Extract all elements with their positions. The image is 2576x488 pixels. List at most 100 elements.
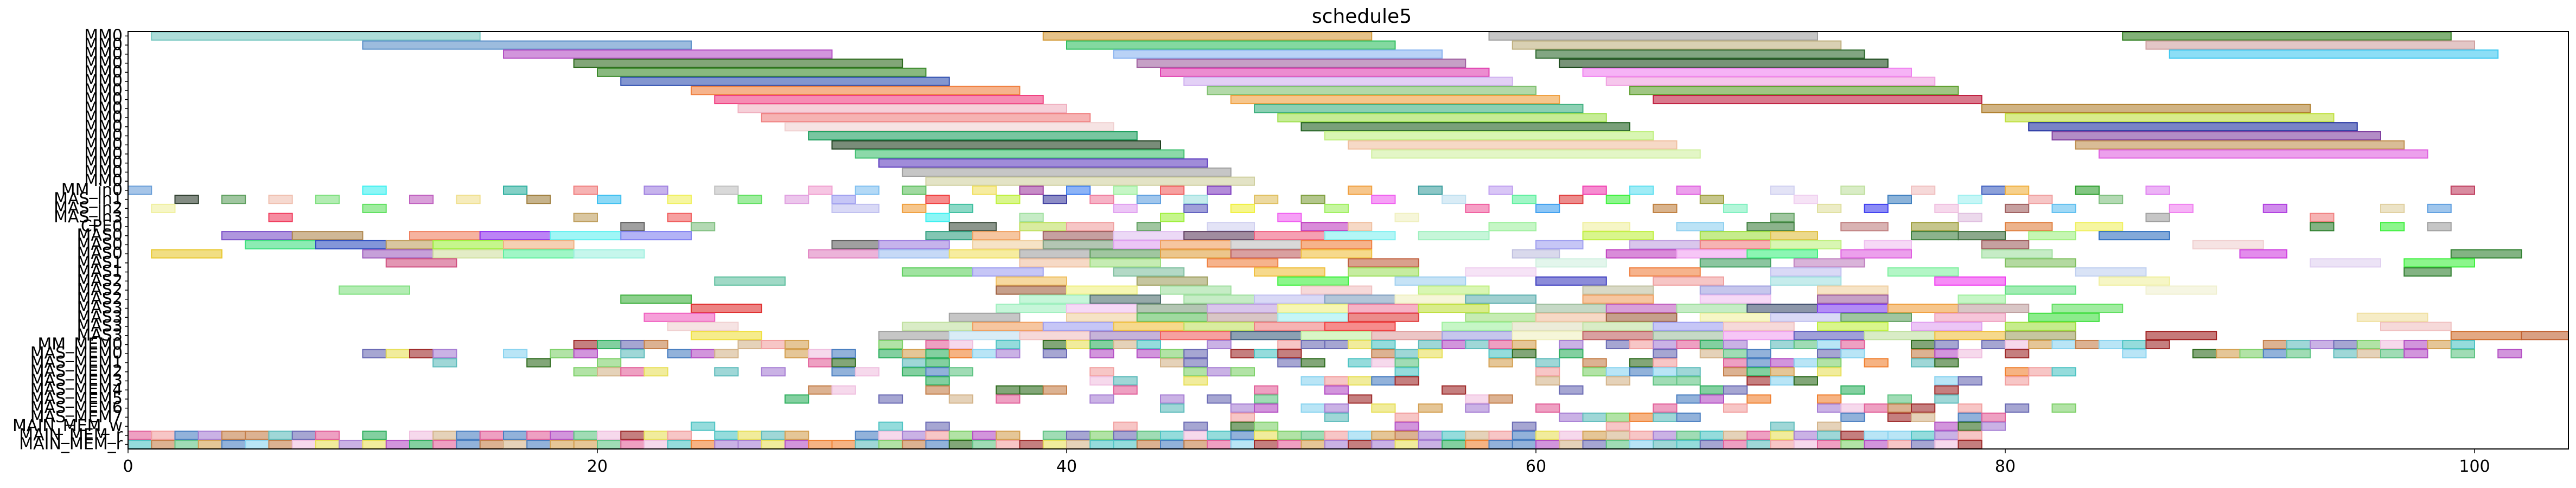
gantt-bar bbox=[2051, 131, 2381, 141]
gantt-bar bbox=[1629, 358, 1654, 368]
gantt-bar bbox=[1559, 431, 1584, 440]
gantt-bar bbox=[503, 240, 575, 249]
gantt-bar bbox=[479, 431, 504, 440]
gantt-bar bbox=[1582, 285, 1654, 295]
x-axis: 0 20 40 60 80 100 bbox=[123, 449, 2490, 476]
gantt-bar bbox=[972, 240, 1044, 249]
gantt-bar bbox=[878, 240, 950, 249]
gantt-bar bbox=[1582, 222, 1630, 232]
gantt-bar bbox=[315, 195, 340, 204]
gantt-bar bbox=[2051, 339, 2076, 350]
gantt-bar bbox=[1723, 385, 1748, 395]
gantt-bar bbox=[1465, 431, 1490, 440]
gantt-bar bbox=[1160, 285, 1232, 295]
gantt-bar bbox=[1582, 322, 1654, 331]
gantt-bar bbox=[127, 431, 152, 440]
gantt-bar bbox=[1277, 431, 1302, 440]
gantt-bar bbox=[1488, 349, 1513, 358]
gantt-bar bbox=[1183, 376, 1208, 386]
x-tick-label: 40 bbox=[1056, 457, 1077, 476]
gantt-bar bbox=[1348, 440, 1373, 450]
gantt-bar bbox=[432, 249, 504, 259]
gantt-bar bbox=[2005, 403, 2030, 413]
gantt-bar bbox=[268, 213, 293, 222]
row-label: MAS2 bbox=[76, 290, 123, 309]
gantt-bar bbox=[2427, 222, 2452, 232]
gantt-bar bbox=[1934, 376, 1959, 386]
gantt-bar bbox=[1488, 358, 1513, 368]
gantt-bar bbox=[245, 440, 270, 450]
gantt-bar bbox=[526, 358, 551, 368]
gantt-bar bbox=[1019, 249, 1091, 259]
gantt-bar bbox=[1770, 440, 1795, 450]
gantt-bar bbox=[1957, 304, 2030, 313]
gantt-bar bbox=[1864, 431, 1889, 440]
gantt-bar bbox=[479, 231, 551, 241]
gantt-bar bbox=[2497, 349, 2522, 358]
gantt-bar bbox=[456, 195, 481, 204]
gantt-bar bbox=[1089, 440, 1114, 450]
gantt-bar bbox=[1488, 185, 1513, 195]
gantt-bar bbox=[1348, 140, 1678, 150]
row-label: MAS3 bbox=[76, 317, 123, 336]
gantt-bar bbox=[2051, 367, 2076, 377]
gantt-bar bbox=[1699, 349, 1724, 358]
gantt-bar bbox=[1559, 59, 1889, 68]
gantt-bar bbox=[1629, 86, 1959, 95]
gantt-bar bbox=[2005, 331, 2076, 341]
gantt-bar bbox=[1348, 312, 1419, 322]
gantt-bar bbox=[1394, 367, 1419, 377]
gantt-bar bbox=[1348, 431, 1373, 440]
gantt-bar bbox=[385, 440, 410, 450]
gantt-bar bbox=[550, 231, 622, 241]
gantt-bar bbox=[620, 339, 645, 350]
gantt-bar bbox=[1394, 294, 1466, 304]
gantt-bar bbox=[878, 421, 903, 431]
gantt-bar bbox=[1723, 440, 1748, 450]
gantt-bar bbox=[925, 440, 950, 450]
gantt-bar bbox=[785, 195, 809, 204]
gantt-bar bbox=[1019, 331, 1091, 341]
gantt-bar bbox=[1582, 358, 1607, 368]
gantt-bar bbox=[831, 349, 856, 358]
gantt-bar bbox=[1465, 403, 1490, 413]
gantt-bar bbox=[1746, 394, 1771, 404]
gantt-bar bbox=[1254, 322, 1325, 331]
gantt-bar bbox=[1676, 394, 1701, 404]
gantt-bar bbox=[1911, 231, 1959, 241]
gantt-bar bbox=[691, 86, 1021, 95]
gantt-bar bbox=[996, 276, 1067, 286]
gantt-bar bbox=[2216, 349, 2241, 358]
gantt-bar bbox=[1934, 394, 1959, 404]
row-label: MM0 bbox=[84, 35, 123, 54]
gantt-bar bbox=[643, 185, 668, 195]
gantt-bar bbox=[2005, 258, 2076, 268]
gantt-bar bbox=[1957, 440, 1982, 450]
gantt-bar bbox=[1442, 431, 1466, 440]
gantt-bar bbox=[1254, 294, 1325, 304]
gantt-bar bbox=[1066, 440, 1091, 450]
gantt-bar bbox=[1981, 249, 2053, 259]
gantt-bar bbox=[1981, 339, 2006, 350]
gantt-bar bbox=[620, 222, 645, 232]
gantt-bar bbox=[1699, 394, 1724, 404]
gantt-bar bbox=[409, 231, 481, 241]
gantt-bar bbox=[597, 367, 622, 377]
gantt-bar bbox=[1066, 40, 1396, 50]
gantt-bar bbox=[1817, 339, 1842, 350]
gantt-bar bbox=[1324, 440, 1349, 450]
gantt-bar bbox=[714, 440, 739, 450]
row-label: MAS_MEM7 bbox=[30, 407, 123, 426]
gantt-bar bbox=[221, 431, 246, 440]
gantt-bar bbox=[1348, 394, 1373, 404]
gantt-bar bbox=[1042, 385, 1067, 395]
gantt-bar bbox=[1371, 403, 1396, 413]
row-label: MM0 bbox=[84, 144, 123, 163]
row-label: MM0 bbox=[84, 153, 123, 172]
gantt-bar bbox=[1042, 431, 1067, 440]
gantt-bar bbox=[339, 285, 410, 295]
gantt-bar bbox=[1348, 304, 1419, 313]
gantt-bar bbox=[221, 440, 246, 450]
gantt-bar bbox=[1230, 431, 1255, 440]
gantt-bar bbox=[2333, 349, 2358, 358]
